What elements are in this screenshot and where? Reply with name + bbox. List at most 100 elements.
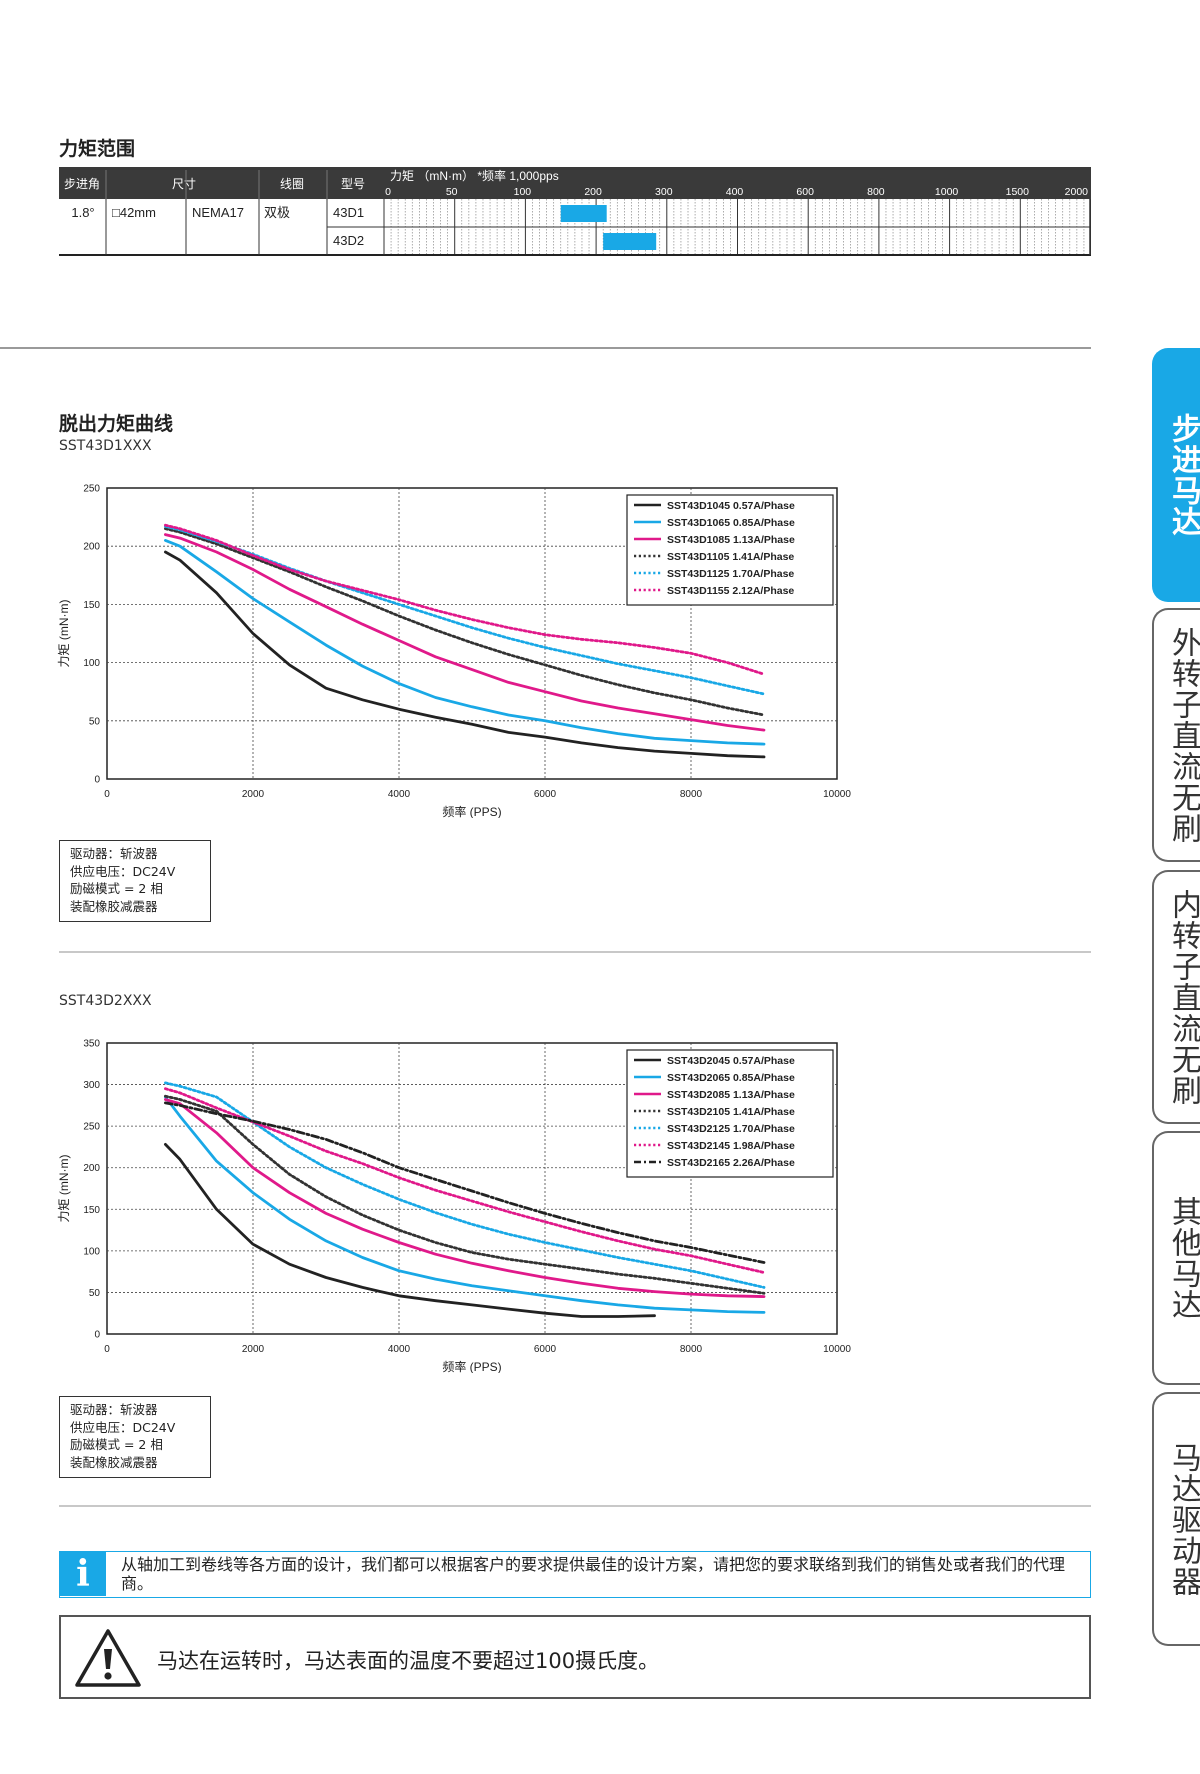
series-line [164, 527, 766, 717]
x-tick-label: 6000 [534, 1344, 557, 1355]
legend-label: SST43D2105 1.41A/Phase [667, 1106, 795, 1118]
cell-step-angle: 1.8° [71, 205, 94, 220]
scale-tick-label: 300 [655, 186, 673, 198]
warning-text: 马达在运转时，马达表面的温度不要超过100摄氏度。 [157, 1649, 660, 1673]
y-tick-label: 0 [94, 775, 100, 786]
driver-note: 供应电压：DC24V [70, 1419, 176, 1435]
legend-label: SST43D1085 1.13A/Phase [667, 534, 795, 546]
y-axis-label: 力矩 (mN·m) [57, 600, 71, 668]
y-tick-label: 50 [89, 1288, 101, 1299]
driver-note: 供应电压：DC24V [70, 863, 176, 879]
header-step-angle: 步进角 [64, 177, 100, 191]
x-axis-label: 频率 (PPS) [442, 1359, 501, 1373]
scale-tick-label: 800 [867, 186, 885, 198]
cell-model: 43D2 [333, 233, 364, 248]
scale-tick-label: 600 [796, 186, 814, 198]
warning-box: 马达在运转时，马达表面的温度不要超过100摄氏度。 [59, 1615, 1091, 1699]
legend-label: SST43D1105 1.41A/Phase [667, 551, 794, 563]
chart2-subtitle: SST43D2XXX [59, 993, 152, 1009]
scale-tick-label: 0 [385, 186, 391, 198]
x-tick-label: 10000 [823, 1344, 851, 1355]
info-banner: i 从轴加工到卷线等各方面的设计，我们都可以根据客户的要求提供最佳的设计方案，请… [59, 1551, 1091, 1598]
x-tick-label: 4000 [388, 789, 411, 800]
legend-label: SST43D1155 2.12A/Phase [667, 585, 794, 597]
y-tick-label: 250 [83, 1122, 100, 1133]
tab-label: 马达驱动器 [1166, 1441, 1200, 1597]
table-header [59, 167, 1091, 199]
driver-note: 励磁模式 = 2 相 [70, 1437, 163, 1452]
tab-outer-rotor-bldc[interactable]: 外转子直流无刷 [1152, 608, 1200, 862]
driver-note: 驱动器：斩波器 [70, 846, 158, 861]
header-size: 尺寸 [172, 177, 196, 191]
y-tick-label: 250 [83, 484, 100, 495]
driver-note: 励磁模式 = 2 相 [70, 881, 163, 896]
y-axis-label: 力矩 (mN·m) [57, 1155, 71, 1223]
scale-tick-label: 400 [726, 186, 744, 198]
series-line [164, 1095, 766, 1314]
x-tick-label: 8000 [680, 1344, 703, 1355]
scale-tick-label: 50 [446, 186, 458, 198]
info-text: 从轴加工到卷线等各方面的设计，我们都可以根据客户的要求提供最佳的设计方案，请把您… [121, 1555, 1066, 1593]
x-tick-label: 0 [104, 789, 110, 800]
header-coil: 线圈 [280, 177, 304, 191]
y-tick-label: 100 [83, 658, 100, 669]
chart-sst43d1xxx: 0 50 100 150 200 250 0 2000 4000 6000 8000 10000 频率 … [57, 484, 851, 819]
series-line [164, 1098, 766, 1298]
x-tick-label: 2000 [242, 789, 265, 800]
y-tick-label: 50 [89, 716, 101, 727]
scale-tick-label: 1500 [1006, 186, 1030, 198]
legend-label: SST43D2045 0.57A/Phase [667, 1055, 795, 1067]
legend-label: SST43D2165 2.26A/Phase [667, 1157, 795, 1169]
driver-note: 装配橡胶减震器 [70, 898, 158, 914]
legend-label: SST43D1045 0.57A/Phase [667, 500, 795, 512]
chart-divider [59, 951, 1091, 953]
cell-model: 43D1 [333, 205, 364, 220]
series-line [164, 1081, 766, 1289]
y-tick-label: 150 [83, 600, 100, 611]
tab-other-motors[interactable]: 其他马达 [1152, 1131, 1200, 1385]
cell-frame: NEMA17 [192, 205, 244, 220]
pullout-title: 脱出力矩曲线 [59, 413, 174, 435]
info-icon: i [60, 1552, 106, 1596]
tab-label: 其他马达 [1166, 1196, 1200, 1320]
section-divider [0, 347, 1091, 349]
torque-range-table: 步进角 尺寸 线圈 型号 力矩 （mN·m） *频率 1,000pps 0 50 100 200… [59, 167, 1091, 256]
x-tick-label: 10000 [823, 789, 851, 800]
series-line [164, 1094, 766, 1295]
series-line [164, 550, 766, 759]
x-tick-label: 6000 [534, 789, 557, 800]
tab-stepper-motor[interactable]: 步进马达 [1152, 348, 1200, 602]
x-tick-label: 2000 [242, 1344, 265, 1355]
y-tick-label: 0 [94, 1330, 100, 1341]
legend-box [626, 494, 834, 606]
tab-label: 步进马达 [1166, 413, 1200, 537]
scale-tick-label: 200 [584, 186, 602, 198]
cell-coil: 双极 [264, 205, 290, 220]
torque-range-title: 力矩范围 [59, 138, 136, 160]
chart-divider [59, 1505, 1091, 1507]
tab-motor-driver[interactable]: 马达驱动器 [1152, 1392, 1200, 1646]
scale-tick-label: 2000 [1065, 186, 1089, 198]
driver-note: 装配橡胶减震器 [70, 1454, 158, 1470]
y-tick-label: 150 [83, 1205, 100, 1216]
legend-label: SST43D2065 0.85A/Phase [667, 1072, 795, 1084]
torque-range-bar [603, 233, 657, 250]
legend-label: SST43D2125 1.70A/Phase [667, 1123, 795, 1135]
y-tick-label: 350 [83, 1039, 100, 1050]
header-scale-title: 力矩 （mN·m） *频率 1,000pps [390, 168, 559, 183]
series-line [164, 1143, 656, 1318]
y-tick-label: 200 [83, 1163, 100, 1174]
tab-inner-rotor-bldc[interactable]: 内转子直流无刷 [1152, 870, 1200, 1124]
legend-box [626, 1049, 834, 1178]
legend-label: SST43D1125 1.70A/Phase [667, 568, 794, 580]
tab-label: 外转子直流无刷 [1166, 626, 1200, 844]
legend-label: SST43D2145 1.98A/Phase [667, 1140, 795, 1152]
tab-label: 内转子直流无刷 [1166, 888, 1200, 1106]
y-tick-label: 100 [83, 1246, 100, 1257]
legend-label: SST43D1065 0.85A/Phase [667, 517, 795, 529]
y-tick-label: 300 [83, 1080, 100, 1091]
x-tick-label: 4000 [388, 1344, 411, 1355]
x-tick-label: 8000 [680, 789, 703, 800]
series-line [164, 539, 766, 746]
driver-note: 驱动器：斩波器 [70, 1402, 158, 1417]
